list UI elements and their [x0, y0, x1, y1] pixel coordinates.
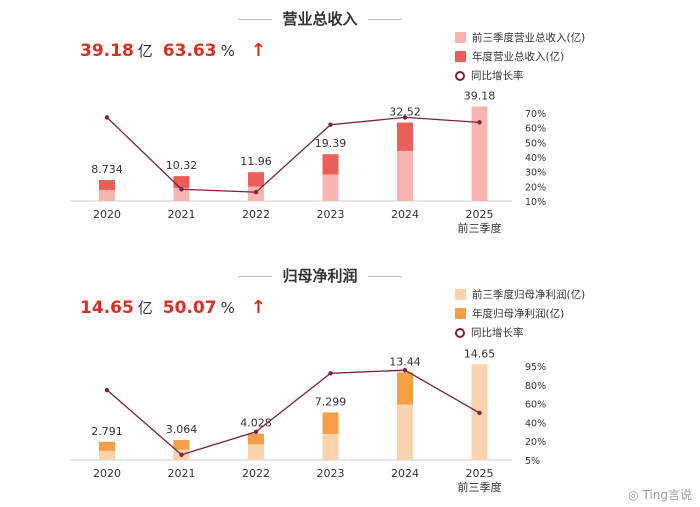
bar-value-label: 4.028 — [240, 417, 272, 430]
legend: 前三季度归母净利润(亿) 年度归母净利润(亿) 同比增长率 — [455, 285, 585, 342]
growth-rate-line — [106, 369, 480, 456]
legend-swatch — [455, 32, 466, 43]
headline-growth: 63.63 — [162, 41, 217, 61]
growth-rate-point — [253, 429, 259, 434]
right-axis-tick-label: 60% — [525, 400, 546, 411]
quarterly-bar — [99, 189, 115, 201]
headline-value-unit: 亿 — [137, 42, 153, 60]
right-axis-tick-label: 10% — [525, 197, 546, 208]
quarterly-bar — [397, 150, 413, 201]
right-axis-tick-label: 50% — [525, 138, 546, 149]
quarterly-bar — [99, 450, 115, 460]
growth-rate-point — [253, 190, 259, 195]
growth-rate-point — [402, 367, 408, 373]
right-axis-tick-label: 80% — [525, 381, 546, 392]
growth-rate-point — [104, 115, 110, 120]
bar-value-label: 10.32 — [166, 159, 198, 172]
bar-value-label: 14.65 — [464, 347, 496, 360]
right-axis-tick-label: 40% — [525, 418, 546, 429]
quarterly-bar — [322, 433, 339, 460]
legend-swatch — [455, 308, 466, 319]
up-arrow-icon: ↑ — [250, 297, 266, 318]
quarterly-bar — [322, 174, 339, 201]
legend-item-quarterly: 前三季度营业总收入(亿) — [455, 28, 585, 47]
legend-item-annual: 年度归母净利润(亿) — [455, 304, 585, 323]
net-profit-chart-panel: 归母净利润 14.65 亿 50.07% ↑ 前三季度归母净利润(亿) 年度归母净利润… — [0, 257, 700, 507]
headline-value-unit: 亿 — [137, 299, 153, 317]
quarterly-bar — [397, 404, 413, 460]
growth-rate-point — [328, 122, 333, 127]
quarterly-bar — [173, 187, 190, 201]
right-axis-tick-label: 40% — [525, 153, 546, 164]
revenue-plot: 8.734 10.32 11.96 19.39 32.52 39.18 2020 2021 20… — [70, 89, 546, 235]
headline: 14.65 亿 50.07% ↑ — [80, 297, 266, 318]
bar-value-label: 11.96 — [240, 155, 272, 168]
legend-item-quarterly: 前三季度归母净利润(亿) — [455, 285, 585, 304]
legend-item-growth: 同比增长率 — [455, 66, 585, 85]
legend-marker-icon — [455, 70, 465, 81]
quarterly-bar — [471, 106, 488, 201]
right-axis-tick-label: 20% — [525, 437, 546, 448]
net-profit-plot: 2.791 3.064 4.028 7.299 13.44 14.65 2020 2021 20… — [70, 347, 546, 494]
watermark: ◎ Ting言说 — [628, 488, 692, 502]
growth-rate-line — [106, 116, 480, 193]
growth-rate-point — [328, 371, 333, 376]
legend-item-growth: 同比增长率 — [455, 323, 585, 342]
x-tick-label: 2022 — [242, 208, 270, 221]
bar-value-label: 19.39 — [315, 137, 347, 150]
right-axis-tick-label: 30% — [525, 168, 546, 179]
bar-value-label: 3.064 — [166, 423, 198, 436]
headline-growth-unit: % — [220, 42, 235, 60]
growth-rate-point — [477, 120, 482, 125]
bar-value-label: 13.44 — [389, 355, 421, 368]
x-tick-label: 2024 — [391, 467, 419, 480]
x-tick-label: 2021 — [168, 208, 196, 221]
headline-growth-unit: % — [220, 299, 235, 317]
growth-rate-point — [104, 387, 110, 393]
right-axis-tick-label: 70% — [525, 109, 546, 120]
right-axis-tick-label: 60% — [525, 124, 546, 135]
x-tick-label: 2022 — [242, 467, 270, 480]
quarterly-bar — [248, 444, 264, 460]
x-tick-label: 2020 — [93, 208, 121, 221]
x-tick-label: 前三季度 — [458, 221, 502, 235]
legend: 前三季度营业总收入(亿) 年度营业总收入(亿) 同比增长率 — [455, 28, 585, 85]
bar-value-label: 39.18 — [464, 89, 496, 102]
x-tick-label: 2024 — [391, 208, 419, 221]
legend-swatch — [455, 51, 466, 62]
headline-growth: 50.07 — [162, 298, 217, 318]
legend-swatch — [455, 289, 466, 300]
x-tick-label: 2020 — [93, 467, 121, 480]
chart-title: 营业总收入 — [0, 8, 640, 29]
x-tick-label: 2023 — [317, 467, 345, 480]
headline-value: 14.65 — [80, 298, 134, 318]
x-tick-label: 2021 — [168, 467, 196, 480]
chart-title: 归母净利润 — [0, 265, 640, 286]
x-tick-label: 2025 — [466, 467, 494, 480]
x-tick-label: 前三季度 — [458, 480, 502, 494]
up-arrow-icon: ↑ — [250, 40, 266, 61]
growth-rate-point — [179, 452, 184, 457]
headline-value: 39.18 — [80, 41, 134, 61]
right-axis-tick-label: 95% — [525, 362, 546, 373]
growth-rate-point — [402, 115, 408, 120]
x-tick-label: 2023 — [317, 208, 345, 221]
growth-rate-point — [179, 187, 184, 192]
bar-value-label: 2.791 — [91, 425, 123, 438]
bar-value-label: 8.734 — [91, 163, 123, 176]
revenue-chart-panel: 营业总收入 39.18 亿 63.63% ↑ 前三季度营业总收入(亿) 年度营业总收入… — [0, 0, 700, 250]
legend-marker-icon — [455, 327, 465, 338]
growth-rate-point — [477, 410, 482, 416]
legend-item-annual: 年度营业总收入(亿) — [455, 47, 585, 66]
bar-value-label: 7.299 — [315, 395, 347, 408]
right-axis-tick-label: 20% — [525, 182, 546, 193]
x-tick-label: 2025 — [466, 208, 494, 221]
bar-value-label: 32.52 — [389, 106, 421, 119]
headline: 39.18 亿 63.63% ↑ — [80, 40, 266, 61]
right-axis-tick-label: 5% — [525, 456, 540, 467]
